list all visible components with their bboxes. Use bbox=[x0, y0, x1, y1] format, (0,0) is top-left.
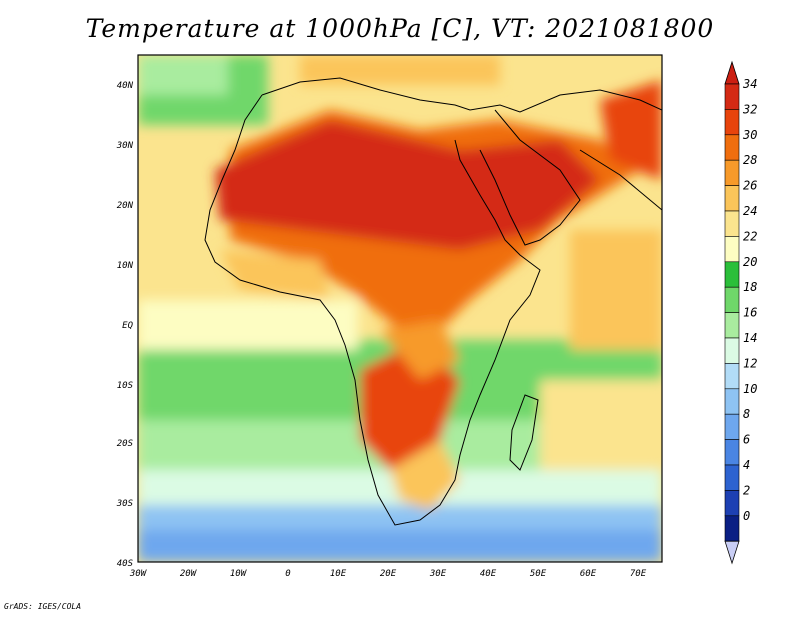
lon-label: 20W bbox=[180, 569, 198, 579]
lon-label: 20E bbox=[380, 569, 397, 579]
lon-label: 10E bbox=[330, 569, 347, 579]
colorbar-swatch bbox=[724, 159, 740, 186]
colorbar-level-label: 18 bbox=[743, 280, 757, 294]
colorbar-swatch bbox=[724, 83, 740, 110]
lat-label: 10S bbox=[117, 381, 134, 391]
colorbar-swatch bbox=[724, 388, 740, 415]
lat-label: 30N bbox=[116, 141, 134, 151]
coastlines bbox=[204, 77, 662, 526]
colorbar-level-label: 2 bbox=[743, 483, 750, 497]
colorbar-level-label: 12 bbox=[743, 356, 757, 370]
colorbar-level-label: 16 bbox=[743, 306, 757, 320]
colorbar-level-label: 28 bbox=[743, 153, 757, 167]
colorbar-swatch bbox=[724, 515, 740, 542]
lon-label: 60E bbox=[580, 569, 597, 579]
colorbar-level-label: 8 bbox=[743, 407, 750, 421]
colorbar-swatch bbox=[724, 413, 740, 440]
lat-axis: 40N 30N 20N 10N EQ 10S 20S 30S 40S bbox=[116, 81, 134, 569]
credit-text: GrADS: IGES/COLA bbox=[4, 602, 82, 611]
colorbar-level-label: 22 bbox=[743, 229, 757, 243]
colorbar-swatch bbox=[724, 490, 740, 517]
temperature-field bbox=[138, 55, 662, 562]
colorbar-swatch bbox=[724, 261, 740, 288]
colorbar-swatch bbox=[724, 134, 740, 161]
lat-label: 30S bbox=[116, 499, 134, 509]
lon-label: 40E bbox=[480, 569, 497, 579]
colorbar-level-label: 6 bbox=[743, 433, 750, 447]
colorbar-level-label: 30 bbox=[742, 128, 757, 142]
lat-label: 20S bbox=[117, 439, 134, 449]
colorbar-swatch bbox=[724, 185, 740, 212]
colorbar-swatch bbox=[724, 439, 740, 466]
colorbar-level-label: 0 bbox=[743, 509, 750, 523]
colorbar-swatch bbox=[724, 286, 740, 313]
colorbar-swatch bbox=[724, 464, 740, 491]
colorbar-swatch bbox=[724, 109, 740, 136]
colorbar-under-arrow bbox=[724, 540, 740, 565]
colorbar-swatch bbox=[724, 236, 740, 263]
lat-label: 40S bbox=[117, 559, 134, 569]
lon-label: 30W bbox=[129, 569, 148, 579]
colorbar-over-arrow bbox=[724, 60, 740, 85]
lon-label: 50E bbox=[530, 569, 547, 579]
lat-label: 40N bbox=[117, 81, 134, 91]
colorbar-swatch bbox=[724, 363, 740, 390]
lon-label: 0 bbox=[285, 569, 290, 579]
colorbar-level-label: 26 bbox=[743, 179, 757, 193]
colorbar-level-label: 14 bbox=[743, 331, 757, 345]
colorbar-swatch bbox=[724, 337, 740, 364]
colorbar-level-label: 10 bbox=[743, 382, 757, 396]
map-title: Temperature at 1000hPa [C], VT: 20210818… bbox=[85, 14, 715, 43]
colorbar-swatch bbox=[724, 210, 740, 237]
lat-label: 10N bbox=[117, 261, 134, 271]
lon-axis: 30W 20W 10W 0 10E 20E 30E 40E 50E 60E 70… bbox=[129, 569, 647, 579]
lon-label: 70E bbox=[630, 569, 647, 579]
lon-label: 10W bbox=[230, 569, 248, 579]
colorbar-level-label: 34 bbox=[742, 77, 757, 91]
map-frame bbox=[137, 54, 663, 563]
colorbar-level-label: 32 bbox=[742, 102, 757, 116]
lat-label: EQ bbox=[122, 321, 133, 331]
colorbar-level-label: 24 bbox=[743, 204, 757, 218]
lat-label: 20N bbox=[117, 201, 134, 211]
colorbar-level-label: 20 bbox=[743, 255, 757, 269]
lon-label: 30E bbox=[429, 569, 447, 579]
colorbar-level-label: 4 bbox=[743, 458, 750, 472]
colorbar-swatch bbox=[724, 312, 740, 339]
